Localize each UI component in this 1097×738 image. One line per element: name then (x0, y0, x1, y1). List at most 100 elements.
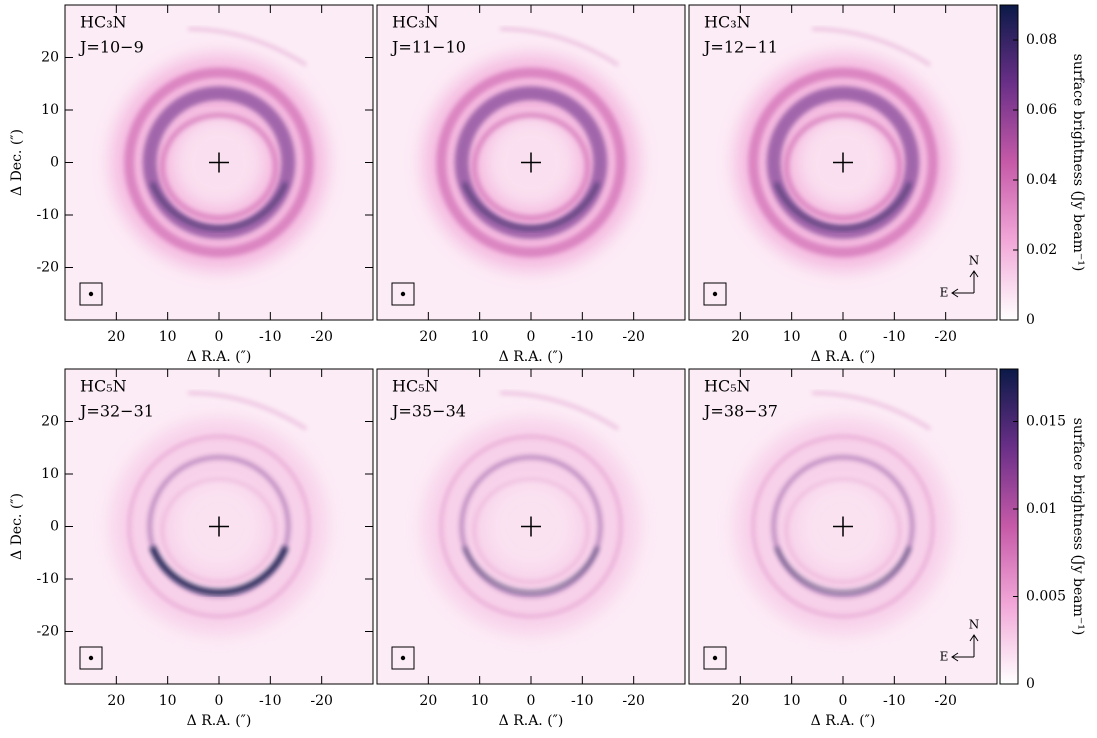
beam (712, 291, 718, 297)
x-tick-label: 10 (159, 693, 177, 709)
beam-box (391, 282, 415, 306)
x-tick-label: 10 (783, 329, 801, 345)
panel-label: J=12−11 (702, 38, 778, 57)
x-tick-label: -10 (883, 693, 906, 709)
y-axis-label: Δ Dec. (″) (9, 129, 25, 196)
colorbar-tick-label: 0.005 (1026, 589, 1066, 605)
beam-box (703, 646, 727, 670)
shell-bright-arc (150, 182, 288, 231)
x-axis-label: Δ R.A. (″) (187, 713, 252, 729)
colorbar-label: surface brightness (Jy beam⁻¹) (1070, 418, 1086, 636)
shell-bright-arc (462, 546, 600, 595)
y-tick-label: 10 (41, 466, 59, 482)
arc-segment (188, 391, 308, 431)
compass-north: N (969, 618, 980, 632)
x-tick-label: 20 (419, 693, 437, 709)
x-tick-label: -20 (622, 329, 645, 345)
shell (459, 455, 603, 598)
arc-segment (812, 391, 932, 431)
panel-label: J=32−31 (78, 402, 154, 421)
x-tick-label: 20 (731, 329, 749, 345)
panel-label: HC₃N (80, 13, 127, 32)
beam (88, 291, 94, 297)
colorbar-tick-label: 0 (1026, 312, 1035, 328)
colorbar-label: surface brightness (Jy beam⁻¹) (1070, 54, 1086, 272)
shell-outer (436, 67, 626, 258)
colorbar-tick-label: 0.04 (1026, 172, 1057, 188)
shell (142, 86, 296, 239)
y-tick-label: -20 (36, 260, 59, 276)
x-tick-label: 10 (783, 693, 801, 709)
shell (454, 86, 608, 239)
colorbar-tick-label: 0 (1026, 676, 1035, 692)
x-axis-label: Δ R.A. (″) (499, 713, 564, 729)
arc-segment (500, 391, 620, 431)
center-cross (209, 152, 229, 173)
panel-label: HC₃N (704, 13, 751, 32)
x-tick-label: -20 (622, 693, 645, 709)
x-tick-label: -20 (934, 693, 957, 709)
center-cross (833, 152, 853, 173)
colorbar-tick-label: 0.02 (1026, 242, 1057, 258)
x-tick-label: -10 (259, 329, 282, 345)
y-axis-label: Δ Dec. (″) (9, 493, 25, 560)
shell (771, 455, 915, 598)
shell-inner (473, 478, 589, 583)
panel-label: J=11−10 (390, 38, 466, 57)
shell-outer (127, 435, 311, 618)
y-tick-label: -20 (36, 624, 59, 640)
shell-inner (161, 478, 277, 583)
beam-box (703, 282, 727, 306)
arc-segment (188, 27, 308, 67)
shell (766, 86, 920, 239)
x-tick-label: 0 (215, 329, 224, 345)
panel-label: J=38−37 (702, 402, 778, 421)
shell-bright-arc (462, 182, 600, 231)
x-tick-label: 0 (839, 329, 848, 345)
x-tick-label: -10 (571, 329, 594, 345)
shell-bright-arc (149, 545, 289, 596)
shell-bright-arc (774, 182, 912, 231)
shell-outer (439, 435, 623, 618)
x-tick-label: 0 (839, 693, 848, 709)
shell-inner (785, 478, 901, 583)
y-tick-label: -10 (36, 571, 59, 587)
x-tick-label: 20 (731, 693, 749, 709)
compass-arrows (951, 634, 979, 662)
map-image (377, 5, 685, 320)
shell-outer (124, 67, 314, 258)
x-axis-label: Δ R.A. (″) (811, 713, 876, 729)
y-tick-label: 20 (41, 414, 59, 430)
beam (400, 655, 406, 661)
panel-label: J=10−9 (78, 38, 144, 57)
shell-outer (748, 67, 938, 258)
x-tick-label: -20 (310, 329, 333, 345)
beam-box (79, 646, 103, 670)
panel-label: HC₃N (392, 13, 439, 32)
panel-label: HC₅N (704, 377, 751, 396)
y-tick-label: 10 (41, 102, 59, 118)
shell-inner (160, 112, 278, 221)
beam-box (79, 282, 103, 306)
colorbar-tick-label: 0.015 (1026, 414, 1066, 430)
shell-outer (751, 435, 935, 618)
center-cross (833, 516, 853, 537)
panel-label: HC₅N (80, 377, 127, 396)
arc-segment (500, 27, 620, 67)
compass-north: N (969, 254, 980, 268)
compass-arrows (951, 270, 979, 298)
panel-label: HC₅N (392, 377, 439, 396)
center-cross (521, 516, 541, 537)
colorbar (999, 4, 1019, 321)
beam (712, 655, 718, 661)
x-tick-label: 0 (527, 329, 536, 345)
shell-bright-arc (774, 546, 912, 595)
beam (88, 655, 94, 661)
y-tick-label: 20 (41, 50, 59, 66)
x-tick-label: 20 (107, 329, 125, 345)
center-cross (209, 516, 229, 537)
x-tick-label: -10 (883, 329, 906, 345)
beam (400, 291, 406, 297)
arc-segment (812, 27, 932, 67)
